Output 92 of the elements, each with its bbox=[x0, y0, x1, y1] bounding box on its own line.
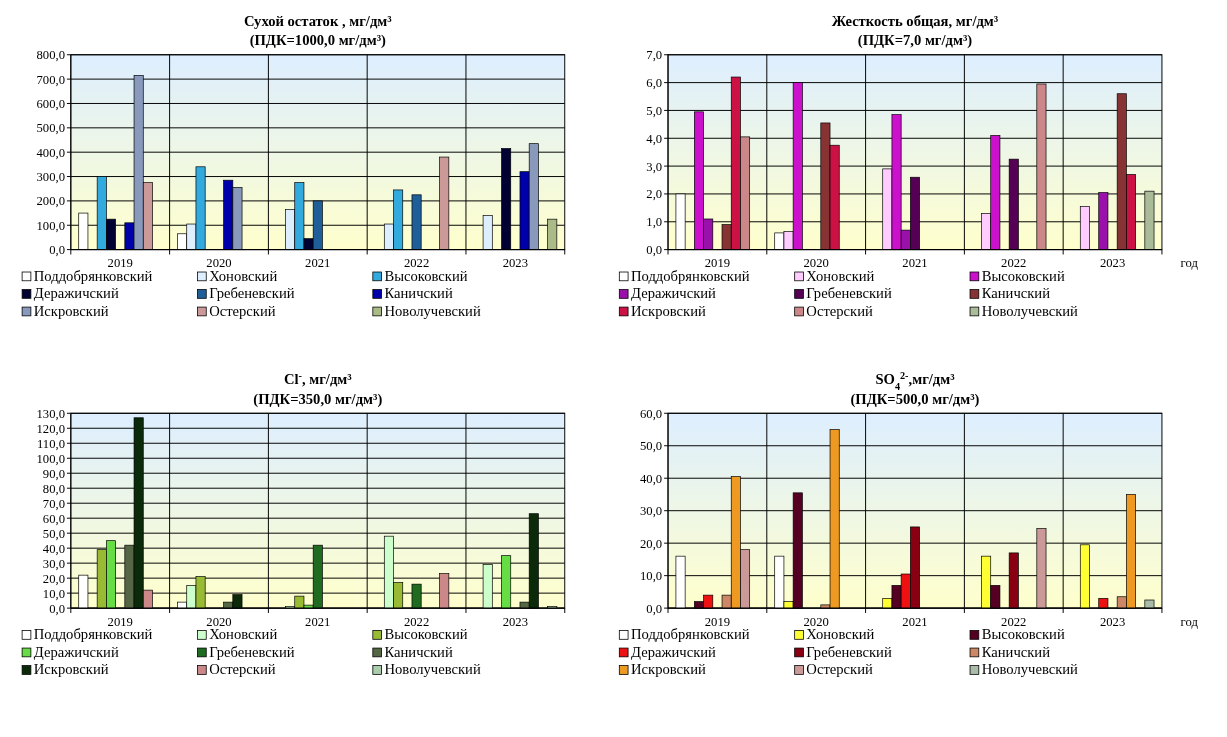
y-tick-label: 500,0 bbox=[36, 121, 65, 136]
x-tick-label: 2021 bbox=[902, 256, 928, 271]
legend-label: Искровский bbox=[631, 302, 706, 319]
y-tick-label: 1,0 bbox=[646, 215, 663, 230]
x-tick-label: 2020 bbox=[206, 614, 232, 629]
chart-title: Сухой остаток , мг/дм³ bbox=[243, 12, 393, 29]
y-tick-label: 5,0 bbox=[646, 103, 663, 118]
legend-label: Поддобрянковский bbox=[33, 626, 153, 643]
y-tick-label: 200,0 bbox=[36, 194, 65, 209]
y-tick-label: 10,0 bbox=[42, 586, 65, 601]
y-tick-label: 20,0 bbox=[640, 536, 663, 551]
legend-label: Деражичский bbox=[33, 285, 119, 302]
chart-title: Cl$^{-}$, мг/дм³ bbox=[283, 369, 353, 388]
chart-subtitle: (ПДК=350,0 мг/дм³) bbox=[253, 390, 383, 408]
legend-label: Новолучевский bbox=[981, 661, 1079, 678]
legend-label: Поддобрянковский bbox=[631, 626, 750, 643]
x-tick-label: 2022 bbox=[403, 614, 430, 629]
chart-title: SO$_{4}$$^{2-}$,мг/дм³ bbox=[875, 369, 956, 392]
y-tick-label: 100,0 bbox=[36, 218, 65, 233]
x-tick-label: 2020 bbox=[803, 614, 829, 629]
y-tick-label: 30,0 bbox=[42, 556, 65, 571]
chart-subtitle: (ПДК=7,0 мг/дм³) bbox=[857, 32, 973, 50]
y-tick-label: 600,0 bbox=[36, 96, 65, 111]
legend-label: Каничский bbox=[384, 285, 453, 302]
y-tick-label: 300,0 bbox=[36, 169, 65, 184]
legend-label: Гребеневский bbox=[209, 643, 295, 660]
legend-label: Высоковский bbox=[981, 626, 1065, 643]
x-tick-label: 2021 bbox=[305, 256, 331, 271]
legend-label: Новолучевский bbox=[981, 302, 1079, 319]
y-tick-label: 400,0 bbox=[36, 145, 65, 160]
y-tick-label: 7,0 bbox=[646, 48, 663, 63]
legend-label: Каничский bbox=[981, 643, 1051, 660]
legend-label: Хоновский bbox=[806, 626, 875, 643]
chart-subtitle: (ПДК=1000,0 мг/дм³) bbox=[249, 32, 387, 50]
legend-label: Каничский bbox=[981, 285, 1051, 302]
x-tick-label: 2023 bbox=[502, 614, 529, 629]
x-tick-label: 2019 bbox=[704, 614, 731, 629]
x-axis-title: год bbox=[1180, 614, 1199, 629]
legend-label: Остерский bbox=[806, 661, 873, 678]
y-tick-label: 130,0 bbox=[36, 406, 65, 421]
y-tick-label: 2,0 bbox=[646, 187, 663, 202]
legend-label: Гребеневский bbox=[209, 285, 295, 302]
legend-label: Деражичский bbox=[631, 285, 717, 302]
legend-label: Каничский bbox=[384, 643, 453, 660]
y-tick-label: 60,0 bbox=[42, 511, 65, 526]
y-tick-label: 0,0 bbox=[49, 601, 65, 616]
y-tick-label: 3,0 bbox=[646, 159, 663, 174]
y-tick-label: 20,0 bbox=[42, 571, 65, 586]
y-tick-label: 100,0 bbox=[36, 451, 65, 466]
y-tick-label: 0,0 bbox=[49, 243, 65, 258]
legend-label: Высоковский bbox=[384, 626, 468, 643]
x-tick-label: 2023 bbox=[1099, 256, 1126, 271]
y-tick-label: 80,0 bbox=[42, 481, 65, 496]
y-tick-label: 40,0 bbox=[42, 541, 65, 556]
legend-label: Деражичский bbox=[33, 643, 119, 660]
y-tick-label: 50,0 bbox=[640, 439, 663, 454]
x-tick-label: 2019 bbox=[107, 614, 133, 629]
x-axis-title: год bbox=[1180, 256, 1199, 271]
legend-label: Деражичский bbox=[631, 643, 717, 660]
y-tick-label: 60,0 bbox=[640, 406, 663, 421]
y-tick-label: 10,0 bbox=[640, 569, 663, 584]
chart-title: Жесткость общая, мг/дм³ bbox=[831, 12, 999, 29]
legend-label: Искровский bbox=[33, 661, 109, 678]
y-tick-label: 6,0 bbox=[646, 76, 663, 91]
x-tick-label: 2021 bbox=[902, 614, 928, 629]
y-tick-label: 50,0 bbox=[42, 526, 65, 541]
x-tick-label: 2023 bbox=[502, 256, 529, 271]
y-tick-label: 90,0 bbox=[42, 466, 65, 481]
y-tick-label: 4,0 bbox=[646, 131, 663, 146]
legend-label: Гребеневский bbox=[806, 643, 892, 660]
y-tick-label: 800,0 bbox=[36, 48, 65, 63]
legend-label: Новолучевский bbox=[384, 661, 481, 678]
x-tick-label: 2023 bbox=[1099, 614, 1126, 629]
x-tick-label: 2022 bbox=[1001, 614, 1027, 629]
legend-label: Остерский bbox=[209, 302, 276, 319]
legend-label: Гребеневский bbox=[806, 285, 892, 302]
y-tick-label: 0,0 bbox=[646, 243, 663, 258]
legend-label: Новолучевский bbox=[384, 302, 481, 319]
y-tick-label: 40,0 bbox=[640, 471, 663, 486]
y-tick-label: 120,0 bbox=[36, 421, 65, 436]
legend-label: Искровский bbox=[631, 661, 706, 678]
y-tick-label: 70,0 bbox=[42, 496, 65, 511]
legend-label: Остерский bbox=[209, 661, 276, 678]
legend-label: Хоновский bbox=[209, 626, 278, 643]
y-tick-label: 30,0 bbox=[640, 504, 663, 519]
y-tick-label: 110,0 bbox=[36, 436, 65, 451]
y-tick-label: 0,0 bbox=[646, 601, 663, 616]
x-tick-label: 2021 bbox=[305, 614, 331, 629]
legend-label: Искровский bbox=[33, 302, 109, 319]
chart-subtitle: (ПДК=500,0 мг/дм³) bbox=[850, 390, 980, 408]
legend-label: Остерский bbox=[806, 302, 873, 319]
y-tick-label: 700,0 bbox=[36, 72, 65, 87]
